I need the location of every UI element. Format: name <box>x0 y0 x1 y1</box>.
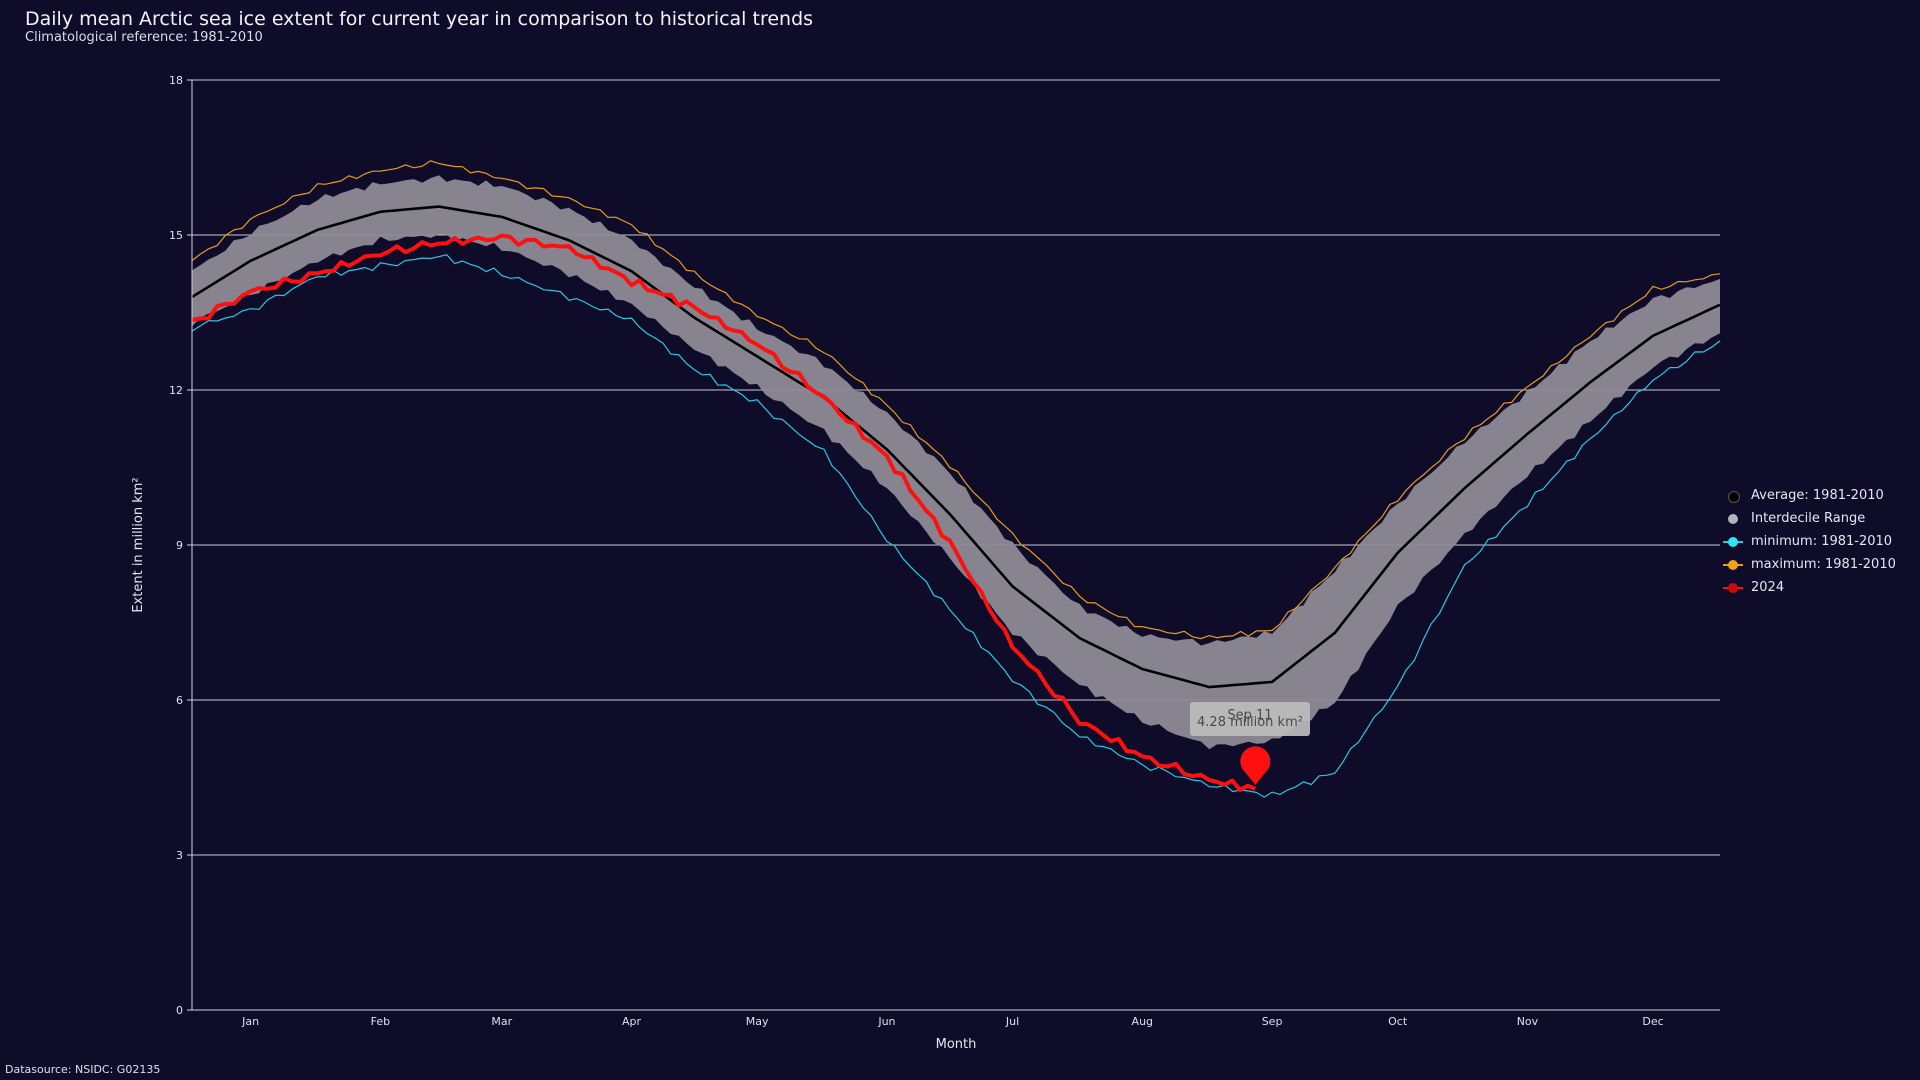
x-axis-title: Month <box>936 1037 977 1052</box>
legend-maximum-label: maximum: 1981-2010 <box>1751 557 1896 572</box>
legend-item-current[interactable]: 2024 <box>1723 576 1896 599</box>
legend: Average: 1981-2010 Interdecile Range min… <box>1723 484 1896 599</box>
y-axis-title: Extent in million km² <box>131 477 146 612</box>
legend-average-label: Average: 1981-2010 <box>1751 488 1884 503</box>
legend-item-minimum[interactable]: minimum: 1981-2010 <box>1723 530 1896 553</box>
data-source: Datasource: NSIDC: G02135 <box>5 1063 161 1076</box>
series-average-line <box>191 205 1721 689</box>
legend-average-icon <box>1723 490 1743 503</box>
y-tick-label: 12 <box>169 384 183 397</box>
series-minimum-line <box>191 254 1721 798</box>
highlight-marker[interactable]: Sep 11 4.28 million km² <box>1190 702 1310 785</box>
pin-marker-icon[interactable] <box>1240 746 1271 785</box>
legend-item-average[interactable]: Average: 1981-2010 <box>1723 484 1896 507</box>
tooltip-value: 4.28 million km² <box>1197 715 1303 730</box>
x-tick-label-oct: Oct <box>1388 1015 1408 1028</box>
tick-labels: 0 3 6 9 12 15 18 Jan Feb Mar Apr May Jun Jul Aug Sep Oct… <box>169 74 1664 1028</box>
chart-subtitle: Climatological reference: 1981-2010 <box>25 30 263 45</box>
legend-item-maximum[interactable]: maximum: 1981-2010 <box>1723 553 1896 576</box>
x-tick-label-apr: Apr <box>622 1015 642 1028</box>
x-tick-label-sep: Sep <box>1262 1015 1283 1028</box>
series-lines <box>191 160 1721 798</box>
x-tick-label-mar: Mar <box>491 1015 512 1028</box>
grid-lines <box>192 79 1720 856</box>
y-tick-label: 0 <box>176 1004 183 1017</box>
legend-current-icon <box>1723 582 1743 594</box>
series-2024-line <box>191 233 1257 792</box>
x-tick-label-aug: Aug <box>1132 1015 1153 1028</box>
tooltip-date: Sep 11 <box>1227 708 1272 723</box>
y-tick-label: 18 <box>169 74 183 87</box>
x-tick-label-jul: Jul <box>1005 1015 1019 1028</box>
legend-current-label: 2024 <box>1751 580 1785 595</box>
x-tick-label-may: May <box>746 1015 769 1028</box>
legend-interdecile-icon <box>1723 513 1743 525</box>
legend-maximum-icon <box>1723 559 1743 571</box>
legend-item-interdecile[interactable]: Interdecile Range <box>1723 507 1896 530</box>
y-tick-label: 9 <box>176 539 183 552</box>
y-tick-label: 15 <box>169 229 183 242</box>
series-maximum-line <box>191 160 1721 640</box>
tooltip-box <box>1190 702 1310 736</box>
x-tick-label-jun: Jun <box>877 1015 895 1028</box>
x-tick-label-feb: Feb <box>371 1015 390 1028</box>
x-tick-label-nov: Nov <box>1517 1015 1539 1028</box>
x-tick-label-jan: Jan <box>241 1015 259 1028</box>
legend-minimum-icon <box>1723 536 1743 548</box>
interdecile-band <box>192 175 1720 750</box>
interdecile-range-area <box>192 175 1720 750</box>
y-tick-label: 3 <box>176 849 183 862</box>
y-tick-label: 6 <box>176 694 183 707</box>
x-tick-label-dec: Dec <box>1642 1015 1663 1028</box>
chart-title: Daily mean Arctic sea ice extent for cur… <box>25 8 814 30</box>
legend-interdecile-label: Interdecile Range <box>1751 511 1866 526</box>
legend-minimum-label: minimum: 1981-2010 <box>1751 534 1893 549</box>
